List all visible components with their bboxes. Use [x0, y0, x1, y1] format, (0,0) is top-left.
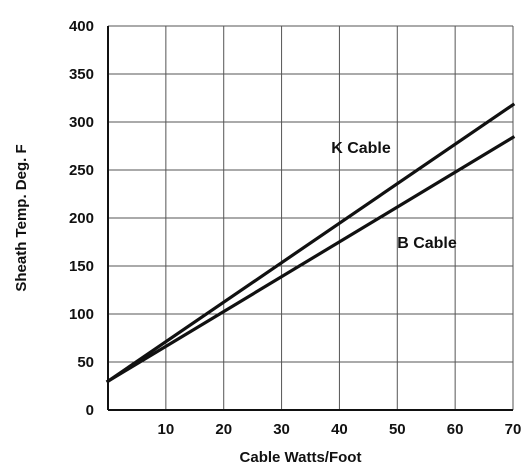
y-tick-label: 100	[69, 306, 94, 323]
y-tick-label: 200	[69, 210, 94, 227]
x-axis-ticks: 10 20 30 40 50 60 70	[158, 421, 521, 438]
series-lines: K Cable B Cable	[105, 102, 516, 384]
x-tick-label: 50	[389, 421, 406, 438]
x-tick-label: 30	[273, 421, 290, 438]
y-tick-label: 250	[69, 162, 94, 179]
y-tick-label: 150	[69, 258, 94, 275]
y-tick-label: 300	[69, 114, 94, 131]
y-tick-label: 50	[77, 354, 94, 371]
y-tick-label: 350	[69, 66, 94, 83]
grid	[107, 25, 514, 411]
b-cable-line	[105, 135, 516, 384]
k-cable-label: K Cable	[331, 140, 391, 157]
x-tick-label: 60	[447, 421, 464, 438]
x-tick-label: 20	[215, 421, 232, 438]
x-axis-label: Cable Watts/Foot	[240, 449, 362, 466]
k-cable-line	[105, 102, 516, 384]
y-axis-label: Sheath Temp. Deg. F	[13, 144, 30, 291]
x-tick-label: 10	[158, 421, 175, 438]
y-tick-label: 0	[86, 402, 94, 419]
x-tick-label: 70	[505, 421, 521, 438]
y-axis-ticks: 0 50 100 150 200 250 300 350 400	[69, 18, 94, 419]
b-cable-label: B Cable	[397, 235, 457, 252]
y-tick-label: 400	[69, 18, 94, 35]
x-tick-label: 40	[331, 421, 348, 438]
